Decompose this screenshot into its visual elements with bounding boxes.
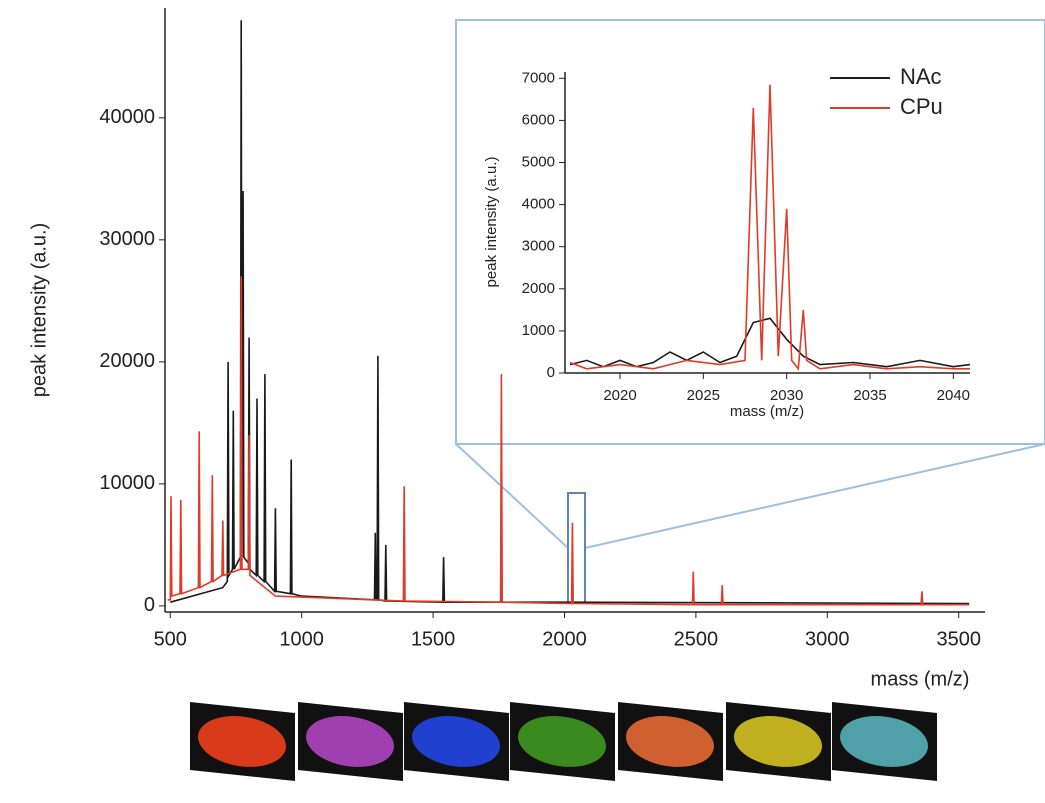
- x-axis-label: mass (m/z): [730, 403, 804, 420]
- y-tick-label: 4000: [522, 196, 555, 213]
- x-axis-label: mass (m/z): [871, 668, 970, 690]
- y-tick-label: 5000: [522, 153, 555, 170]
- legend-label: CPu: [900, 94, 943, 119]
- x-tick-label: 2030: [770, 387, 803, 404]
- y-tick-label: 30000: [99, 228, 155, 250]
- zoom-box: [568, 493, 585, 603]
- y-tick-label: 0: [144, 594, 155, 616]
- x-tick-label: 1000: [279, 628, 324, 650]
- x-tick-label: 3000: [805, 628, 850, 650]
- y-tick-label: 10000: [99, 472, 155, 494]
- x-tick-label: 2000: [542, 628, 587, 650]
- y-tick-label: 3000: [522, 238, 555, 255]
- y-tick-label: 1000: [522, 322, 555, 339]
- figure: 0100002000030000400005001000150020002500…: [0, 0, 1045, 803]
- x-tick-label: 3500: [936, 628, 981, 650]
- x-tick-label: 2040: [937, 387, 970, 404]
- y-axis-label: peak intensity (a.u.): [483, 157, 500, 288]
- legend-label: NAc: [900, 64, 942, 89]
- y-tick-label: 20000: [99, 350, 155, 372]
- x-tick-label: 2500: [674, 628, 719, 650]
- x-tick-label: 2035: [853, 387, 886, 404]
- x-tick-label: 1500: [411, 628, 456, 650]
- y-tick-label: 0: [547, 364, 555, 381]
- ion-images: [190, 702, 937, 781]
- x-tick-label: 2020: [603, 387, 636, 404]
- y-axis-label: peak intensity (a.u.): [28, 223, 50, 398]
- x-tick-label: 500: [154, 628, 187, 650]
- y-tick-label: 7000: [522, 69, 555, 86]
- zoom-line: [585, 444, 1045, 548]
- y-tick-label: 40000: [99, 106, 155, 128]
- zoom-line: [456, 444, 568, 548]
- y-tick-label: 2000: [522, 280, 555, 297]
- y-tick-label: 6000: [522, 111, 555, 128]
- x-tick-label: 2025: [687, 387, 720, 404]
